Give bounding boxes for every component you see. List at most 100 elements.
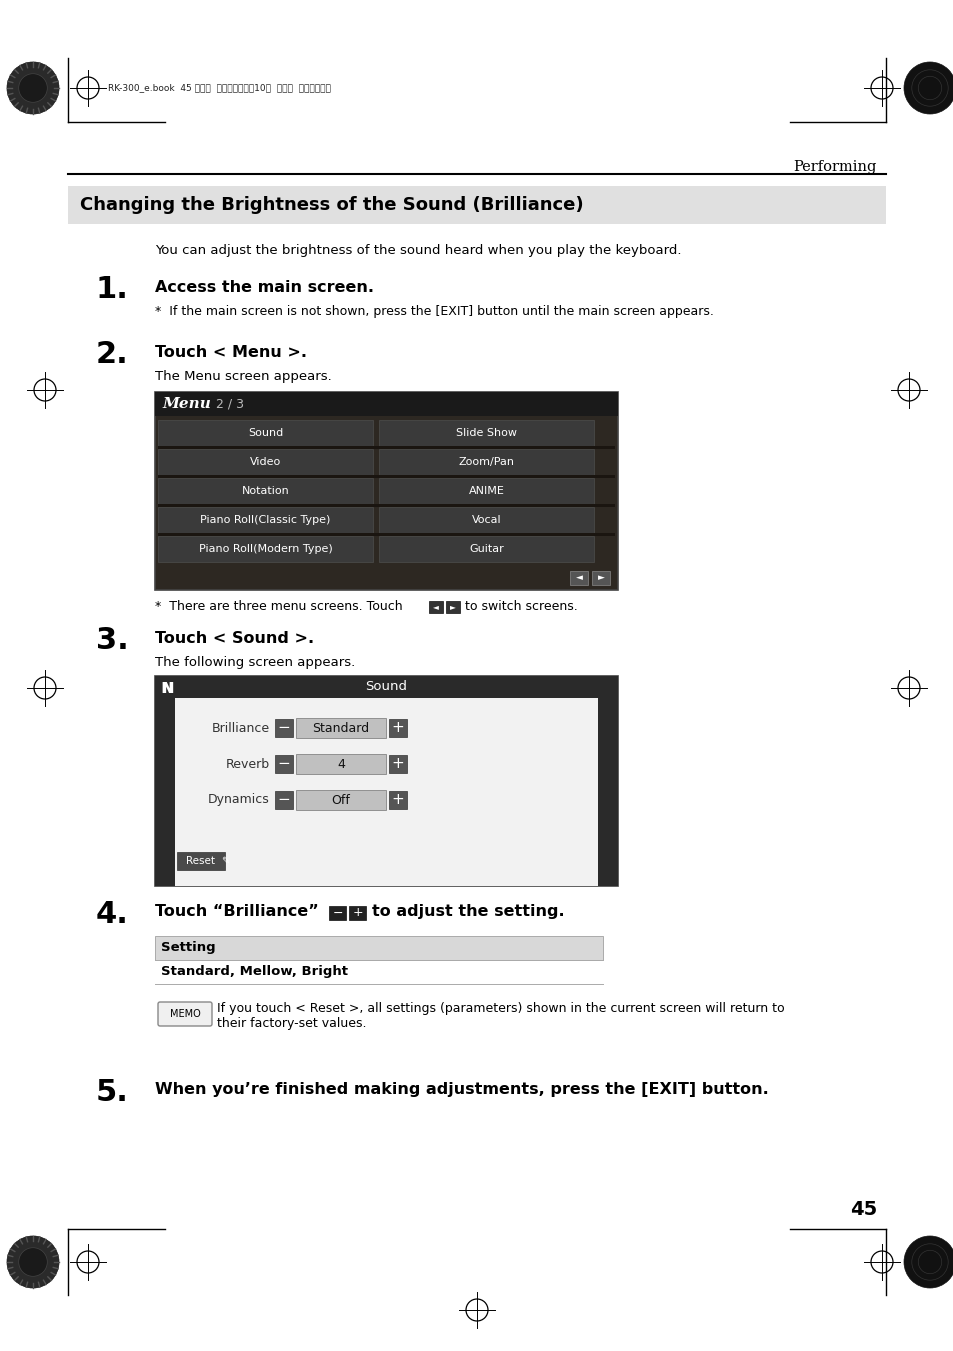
Text: ✎: ✎	[221, 857, 229, 866]
FancyBboxPatch shape	[174, 698, 598, 886]
FancyBboxPatch shape	[158, 536, 373, 562]
Text: ►: ►	[450, 603, 456, 612]
FancyBboxPatch shape	[154, 858, 618, 886]
Text: −: −	[277, 720, 290, 735]
FancyBboxPatch shape	[158, 534, 615, 536]
Text: Piano Roll(Modern Type): Piano Roll(Modern Type)	[198, 544, 332, 554]
FancyBboxPatch shape	[158, 449, 373, 476]
Text: −: −	[277, 757, 290, 771]
Circle shape	[7, 1236, 59, 1288]
FancyBboxPatch shape	[378, 420, 594, 446]
Text: The following screen appears.: The following screen appears.	[154, 657, 355, 669]
Text: Notation: Notation	[241, 486, 289, 496]
Text: 2 / 3: 2 / 3	[212, 397, 244, 411]
Text: The Menu screen appears.: The Menu screen appears.	[154, 370, 332, 382]
FancyBboxPatch shape	[158, 504, 615, 507]
FancyBboxPatch shape	[154, 676, 618, 698]
Text: +: +	[392, 793, 404, 808]
FancyBboxPatch shape	[378, 536, 594, 562]
FancyBboxPatch shape	[158, 478, 373, 504]
Text: Standard: Standard	[313, 721, 369, 735]
Text: Reverb: Reverb	[226, 758, 270, 770]
FancyBboxPatch shape	[378, 449, 594, 476]
Text: Sound: Sound	[248, 428, 283, 438]
FancyBboxPatch shape	[158, 420, 373, 446]
FancyBboxPatch shape	[446, 601, 459, 613]
Text: If you touch < Reset >, all settings (parameters) shown in the current screen wi: If you touch < Reset >, all settings (pa…	[216, 1002, 783, 1029]
Text: Access the main screen.: Access the main screen.	[154, 280, 374, 295]
Text: Touch < Sound >.: Touch < Sound >.	[154, 631, 314, 646]
Text: Standard, Mellow, Bright: Standard, Mellow, Bright	[161, 966, 348, 978]
FancyBboxPatch shape	[158, 476, 615, 478]
Text: 4.: 4.	[96, 900, 129, 929]
Circle shape	[7, 62, 59, 113]
Text: ◄: ◄	[433, 603, 438, 612]
Text: ◄: ◄	[575, 574, 582, 582]
Text: Reset: Reset	[186, 857, 215, 866]
Text: Guitar: Guitar	[469, 544, 503, 554]
FancyBboxPatch shape	[158, 446, 615, 449]
Text: Menu: Menu	[162, 397, 211, 411]
Text: Brilliance: Brilliance	[212, 721, 270, 735]
FancyBboxPatch shape	[158, 1002, 212, 1025]
Text: Off: Off	[332, 793, 350, 807]
Text: Setting: Setting	[161, 942, 215, 955]
Text: to adjust the setting.: to adjust the setting.	[372, 904, 564, 919]
Text: +: +	[352, 907, 362, 920]
Text: Zoom/Pan: Zoom/Pan	[458, 457, 514, 467]
Text: *  If the main screen is not shown, press the [EXIT] button until the main scree: * If the main screen is not shown, press…	[154, 305, 713, 317]
FancyBboxPatch shape	[592, 571, 609, 585]
Text: Vocal: Vocal	[471, 515, 500, 526]
Text: to switch screens.: to switch screens.	[464, 600, 578, 613]
Text: Video: Video	[250, 457, 281, 467]
Text: Dynamics: Dynamics	[208, 793, 270, 807]
Text: ɴ: ɴ	[160, 678, 173, 697]
FancyBboxPatch shape	[154, 698, 174, 886]
FancyBboxPatch shape	[154, 392, 618, 416]
Text: Sound: Sound	[365, 681, 407, 693]
Text: RK-300_e.book  45 ページ  ２００８年９月10日  水曜日  午後４時６分: RK-300_e.book 45 ページ ２００８年９月10日 水曜日 午後４時…	[108, 84, 331, 92]
Text: Touch “Brilliance”: Touch “Brilliance”	[154, 904, 318, 919]
Text: *  There are three menu screens. Touch: * There are three menu screens. Touch	[154, 600, 402, 613]
Circle shape	[19, 1248, 48, 1277]
Text: 1.: 1.	[96, 276, 129, 304]
FancyBboxPatch shape	[274, 719, 293, 738]
FancyBboxPatch shape	[154, 936, 602, 961]
Text: When you’re finished making adjustments, press the [EXIT] button.: When you’re finished making adjustments,…	[154, 1082, 768, 1097]
Text: ANIME: ANIME	[468, 486, 504, 496]
FancyBboxPatch shape	[598, 698, 618, 886]
Text: 3.: 3.	[96, 626, 129, 655]
Text: Slide Show: Slide Show	[456, 428, 517, 438]
FancyBboxPatch shape	[429, 601, 442, 613]
Text: +: +	[392, 757, 404, 771]
Text: +: +	[392, 720, 404, 735]
Text: 2.: 2.	[96, 340, 129, 369]
FancyBboxPatch shape	[329, 907, 346, 920]
FancyBboxPatch shape	[274, 755, 293, 773]
Text: 45: 45	[849, 1200, 876, 1219]
FancyBboxPatch shape	[569, 571, 587, 585]
Text: 4: 4	[336, 758, 345, 770]
Text: ►: ►	[597, 574, 604, 582]
Text: 5.: 5.	[96, 1078, 129, 1106]
FancyBboxPatch shape	[378, 507, 594, 534]
FancyBboxPatch shape	[295, 717, 386, 738]
FancyBboxPatch shape	[378, 478, 594, 504]
FancyBboxPatch shape	[154, 676, 618, 886]
Text: −: −	[277, 793, 290, 808]
FancyBboxPatch shape	[295, 790, 386, 811]
FancyBboxPatch shape	[274, 790, 293, 809]
FancyBboxPatch shape	[177, 852, 225, 870]
Text: You can adjust the brightness of the sound heard when you play the keyboard.: You can adjust the brightness of the sou…	[154, 245, 680, 257]
Text: Piano Roll(Classic Type): Piano Roll(Classic Type)	[200, 515, 331, 526]
FancyBboxPatch shape	[389, 719, 407, 738]
Circle shape	[903, 62, 953, 113]
FancyBboxPatch shape	[389, 755, 407, 773]
Circle shape	[903, 1236, 953, 1288]
Text: MEMO: MEMO	[170, 1009, 200, 1019]
Text: Performing: Performing	[793, 159, 876, 174]
FancyBboxPatch shape	[158, 507, 373, 534]
FancyBboxPatch shape	[295, 754, 386, 774]
FancyBboxPatch shape	[68, 186, 885, 224]
Circle shape	[19, 74, 48, 103]
